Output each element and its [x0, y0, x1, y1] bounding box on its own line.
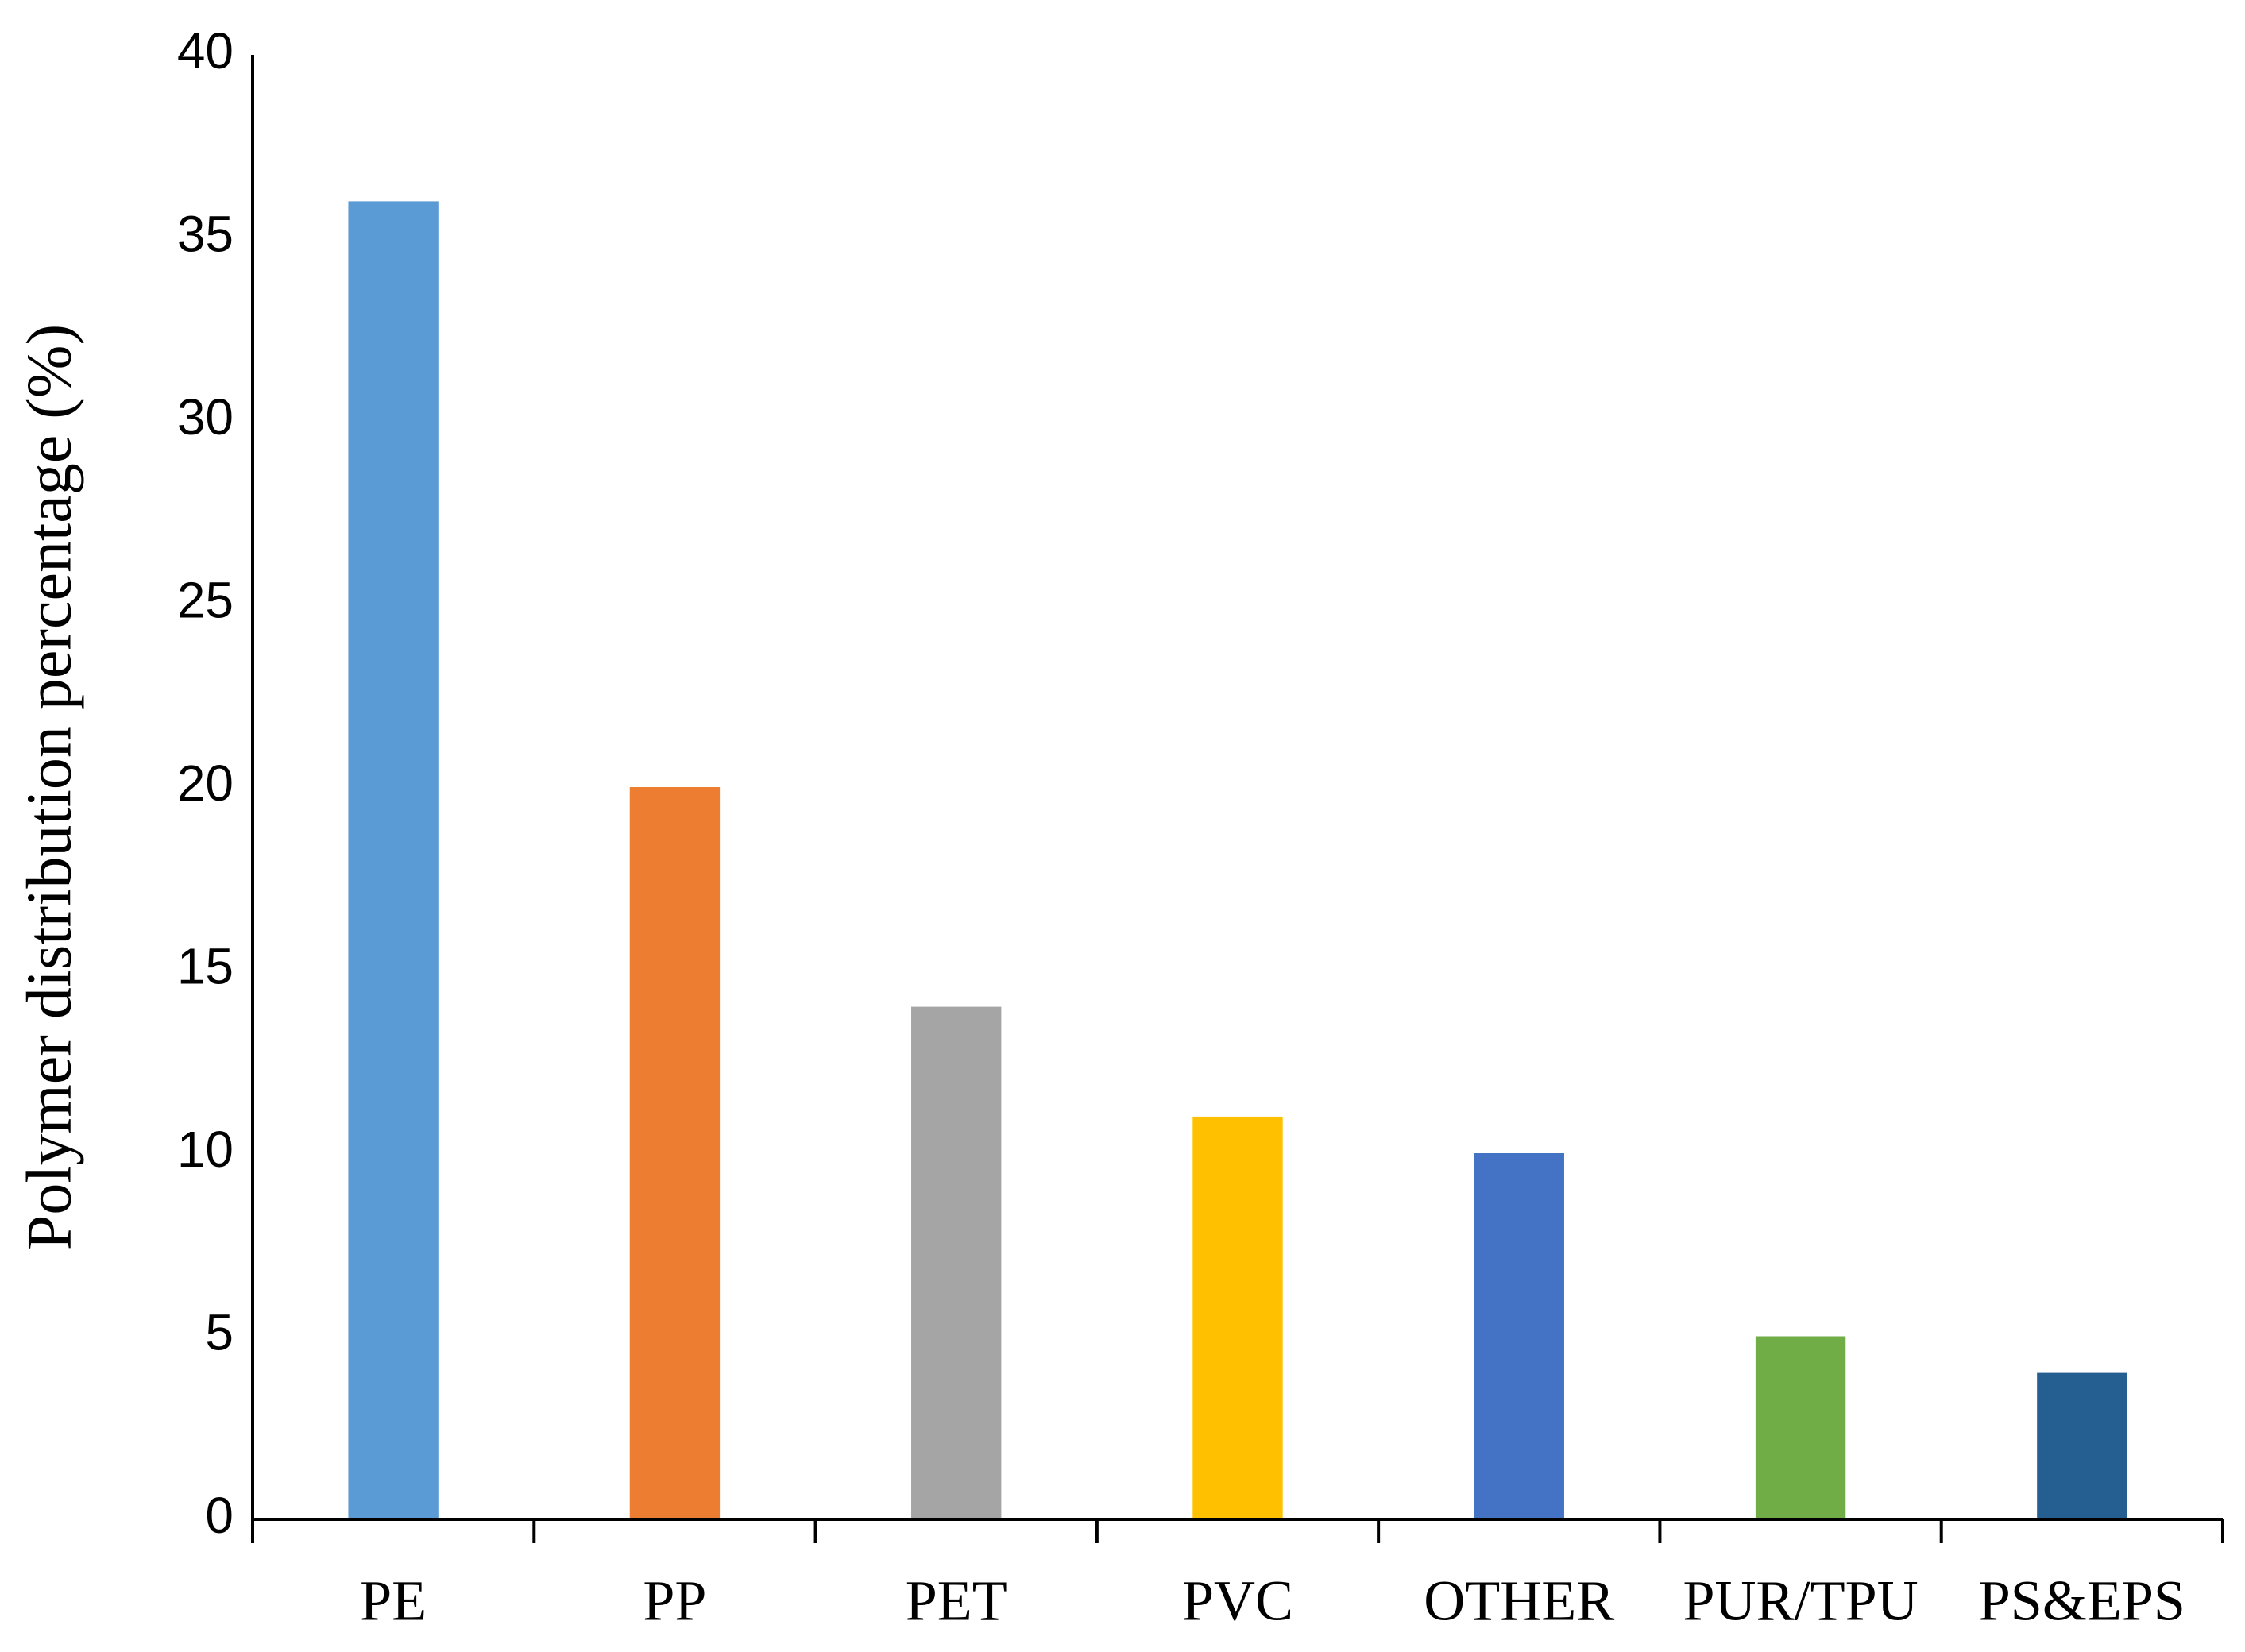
bar: [629, 787, 721, 1519]
x-tick-label: PUR/TPU: [1683, 1569, 1918, 1633]
y-tick-label: 35: [177, 205, 234, 262]
bar: [348, 201, 439, 1519]
y-tick-label: 5: [205, 1303, 234, 1361]
y-tick-label: 40: [177, 22, 234, 79]
x-tick-label: PE: [360, 1569, 427, 1633]
x-tick-label: OTHER: [1424, 1569, 1614, 1633]
x-tick-label: PS&EPS: [1979, 1569, 2185, 1633]
bar: [911, 1006, 1002, 1519]
bar: [1474, 1153, 1564, 1519]
bar: [2037, 1372, 2127, 1519]
y-tick-label: 15: [177, 937, 234, 994]
y-tick-label: 0: [205, 1487, 234, 1544]
x-tick-label: PP: [643, 1569, 706, 1633]
x-tick-label: PET: [906, 1569, 1007, 1633]
y-tick-label: 25: [177, 571, 234, 628]
y-axis-label: Polymer distribution percentage (%): [14, 324, 84, 1250]
y-tick-label: 10: [177, 1121, 234, 1178]
bar: [1192, 1116, 1283, 1519]
y-tick-label: 30: [177, 388, 234, 446]
y-tick-label: 20: [177, 755, 234, 812]
bar: [1755, 1336, 1846, 1519]
x-tick-label: PVC: [1182, 1569, 1293, 1633]
